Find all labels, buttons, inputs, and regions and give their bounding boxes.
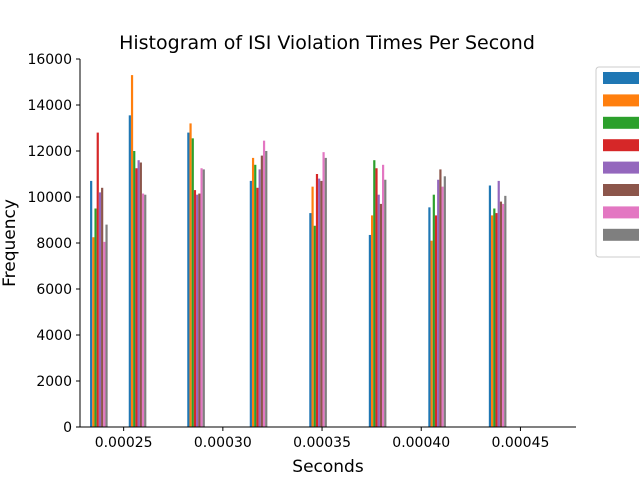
legend [595, 66, 640, 258]
histogram-bar [439, 169, 442, 427]
legend-swatch [603, 184, 639, 196]
histogram-bar [324, 157, 327, 427]
x-axis-label: Seconds [292, 457, 364, 477]
histogram-bar [90, 180, 93, 427]
legend-swatch [603, 139, 639, 152]
histogram-bar [187, 132, 190, 427]
histogram-bar [254, 164, 257, 428]
x-tick-label: 0.00040 [392, 435, 450, 451]
histogram-bar [315, 174, 319, 427]
histogram-bar [313, 225, 316, 427]
histogram-bar [196, 194, 199, 427]
y-tick-label: 10000 [27, 190, 72, 206]
histogram-bar [384, 179, 387, 427]
histogram-bar [495, 213, 498, 427]
x-tick-label: 0.00045 [491, 435, 549, 451]
y-tick-label: 14000 [27, 98, 72, 114]
histogram-bar [437, 179, 440, 427]
histogram-bar [135, 168, 138, 427]
y-ticks: 0 2000 4000 6000 8000 10000 12000 14000 16000 [27, 52, 80, 436]
histogram-bar [103, 241, 106, 427]
histogram-bar [499, 201, 503, 427]
histogram-bar [322, 152, 325, 427]
x-tick-label: 0.00030 [194, 435, 252, 451]
legend-swatch [603, 72, 639, 84]
histogram-bar [493, 208, 496, 427]
histogram-bar [249, 180, 252, 427]
histogram-bar [311, 186, 314, 427]
histogram-bar [256, 187, 259, 427]
histogram-bar [375, 168, 378, 427]
histogram-bar [92, 237, 95, 427]
histogram-bar [318, 178, 321, 427]
histogram-bar [382, 164, 385, 428]
histogram-bar [130, 75, 134, 427]
histogram-bar [101, 187, 104, 427]
legend-swatch [603, 94, 639, 107]
histogram-bar [189, 123, 192, 428]
y-tick-label: 2000 [36, 374, 72, 390]
histogram-bar [443, 176, 446, 427]
histogram-bar [96, 132, 99, 427]
y-tick-label: 6000 [36, 282, 72, 298]
histogram-bar [191, 138, 194, 427]
histogram-bar [98, 192, 102, 427]
histogram-bar [202, 169, 205, 427]
histogram-bar [379, 203, 382, 427]
histogram-bar [258, 169, 261, 427]
x-tick-label: 0.00035 [293, 435, 351, 451]
histogram-bar [491, 215, 494, 427]
histogram-bar [198, 193, 201, 427]
histogram-bar [428, 207, 431, 427]
histogram-bar [434, 215, 438, 427]
y-tick-label: 8000 [36, 236, 72, 252]
histogram-bar [368, 234, 371, 427]
x-ticks: 0.00025 0.00030 0.00035 0.00040 0.00045 [95, 427, 549, 451]
legend-swatch [603, 228, 639, 241]
histogram-bar [488, 185, 492, 427]
bars-group [90, 75, 507, 428]
histogram-bar [432, 194, 435, 427]
histogram-bar [502, 203, 505, 427]
histogram-bar [430, 240, 433, 427]
y-axis-label: Frequency [0, 199, 20, 287]
histogram-bar [94, 208, 97, 427]
histogram-bar [497, 180, 500, 427]
y-tick-label: 4000 [36, 328, 72, 344]
chart-title: Histogram of ISI Violation Times Per Sec… [119, 32, 535, 54]
histogram-bar [504, 195, 507, 427]
y-tick-label: 16000 [27, 52, 72, 68]
legend-swatch [603, 116, 639, 129]
histogram-bar [139, 162, 142, 427]
histogram-bar [200, 168, 203, 427]
histogram-bar [441, 186, 444, 427]
histogram-bar [137, 160, 140, 427]
histogram-bar [193, 190, 197, 427]
histogram-bar [141, 193, 145, 427]
histogram-bar [128, 115, 131, 427]
histogram-bar [105, 224, 108, 427]
legend-swatch [603, 161, 639, 174]
y-tick-label: 0 [63, 420, 72, 436]
y-tick-label: 12000 [27, 144, 72, 160]
histogram-bar [377, 194, 380, 427]
legend-swatch [603, 206, 639, 219]
histogram-bar [144, 194, 147, 427]
histogram-bar [265, 151, 268, 427]
histogram-bar [133, 151, 136, 427]
histogram-bar [320, 180, 323, 427]
x-tick-label: 0.00025 [95, 435, 153, 451]
histogram-bar [309, 213, 312, 427]
histogram-bar [373, 160, 376, 427]
histogram-bar [262, 140, 266, 427]
histogram-bar [260, 155, 263, 427]
histogram-bar [251, 157, 255, 427]
histogram-bar [371, 215, 374, 427]
